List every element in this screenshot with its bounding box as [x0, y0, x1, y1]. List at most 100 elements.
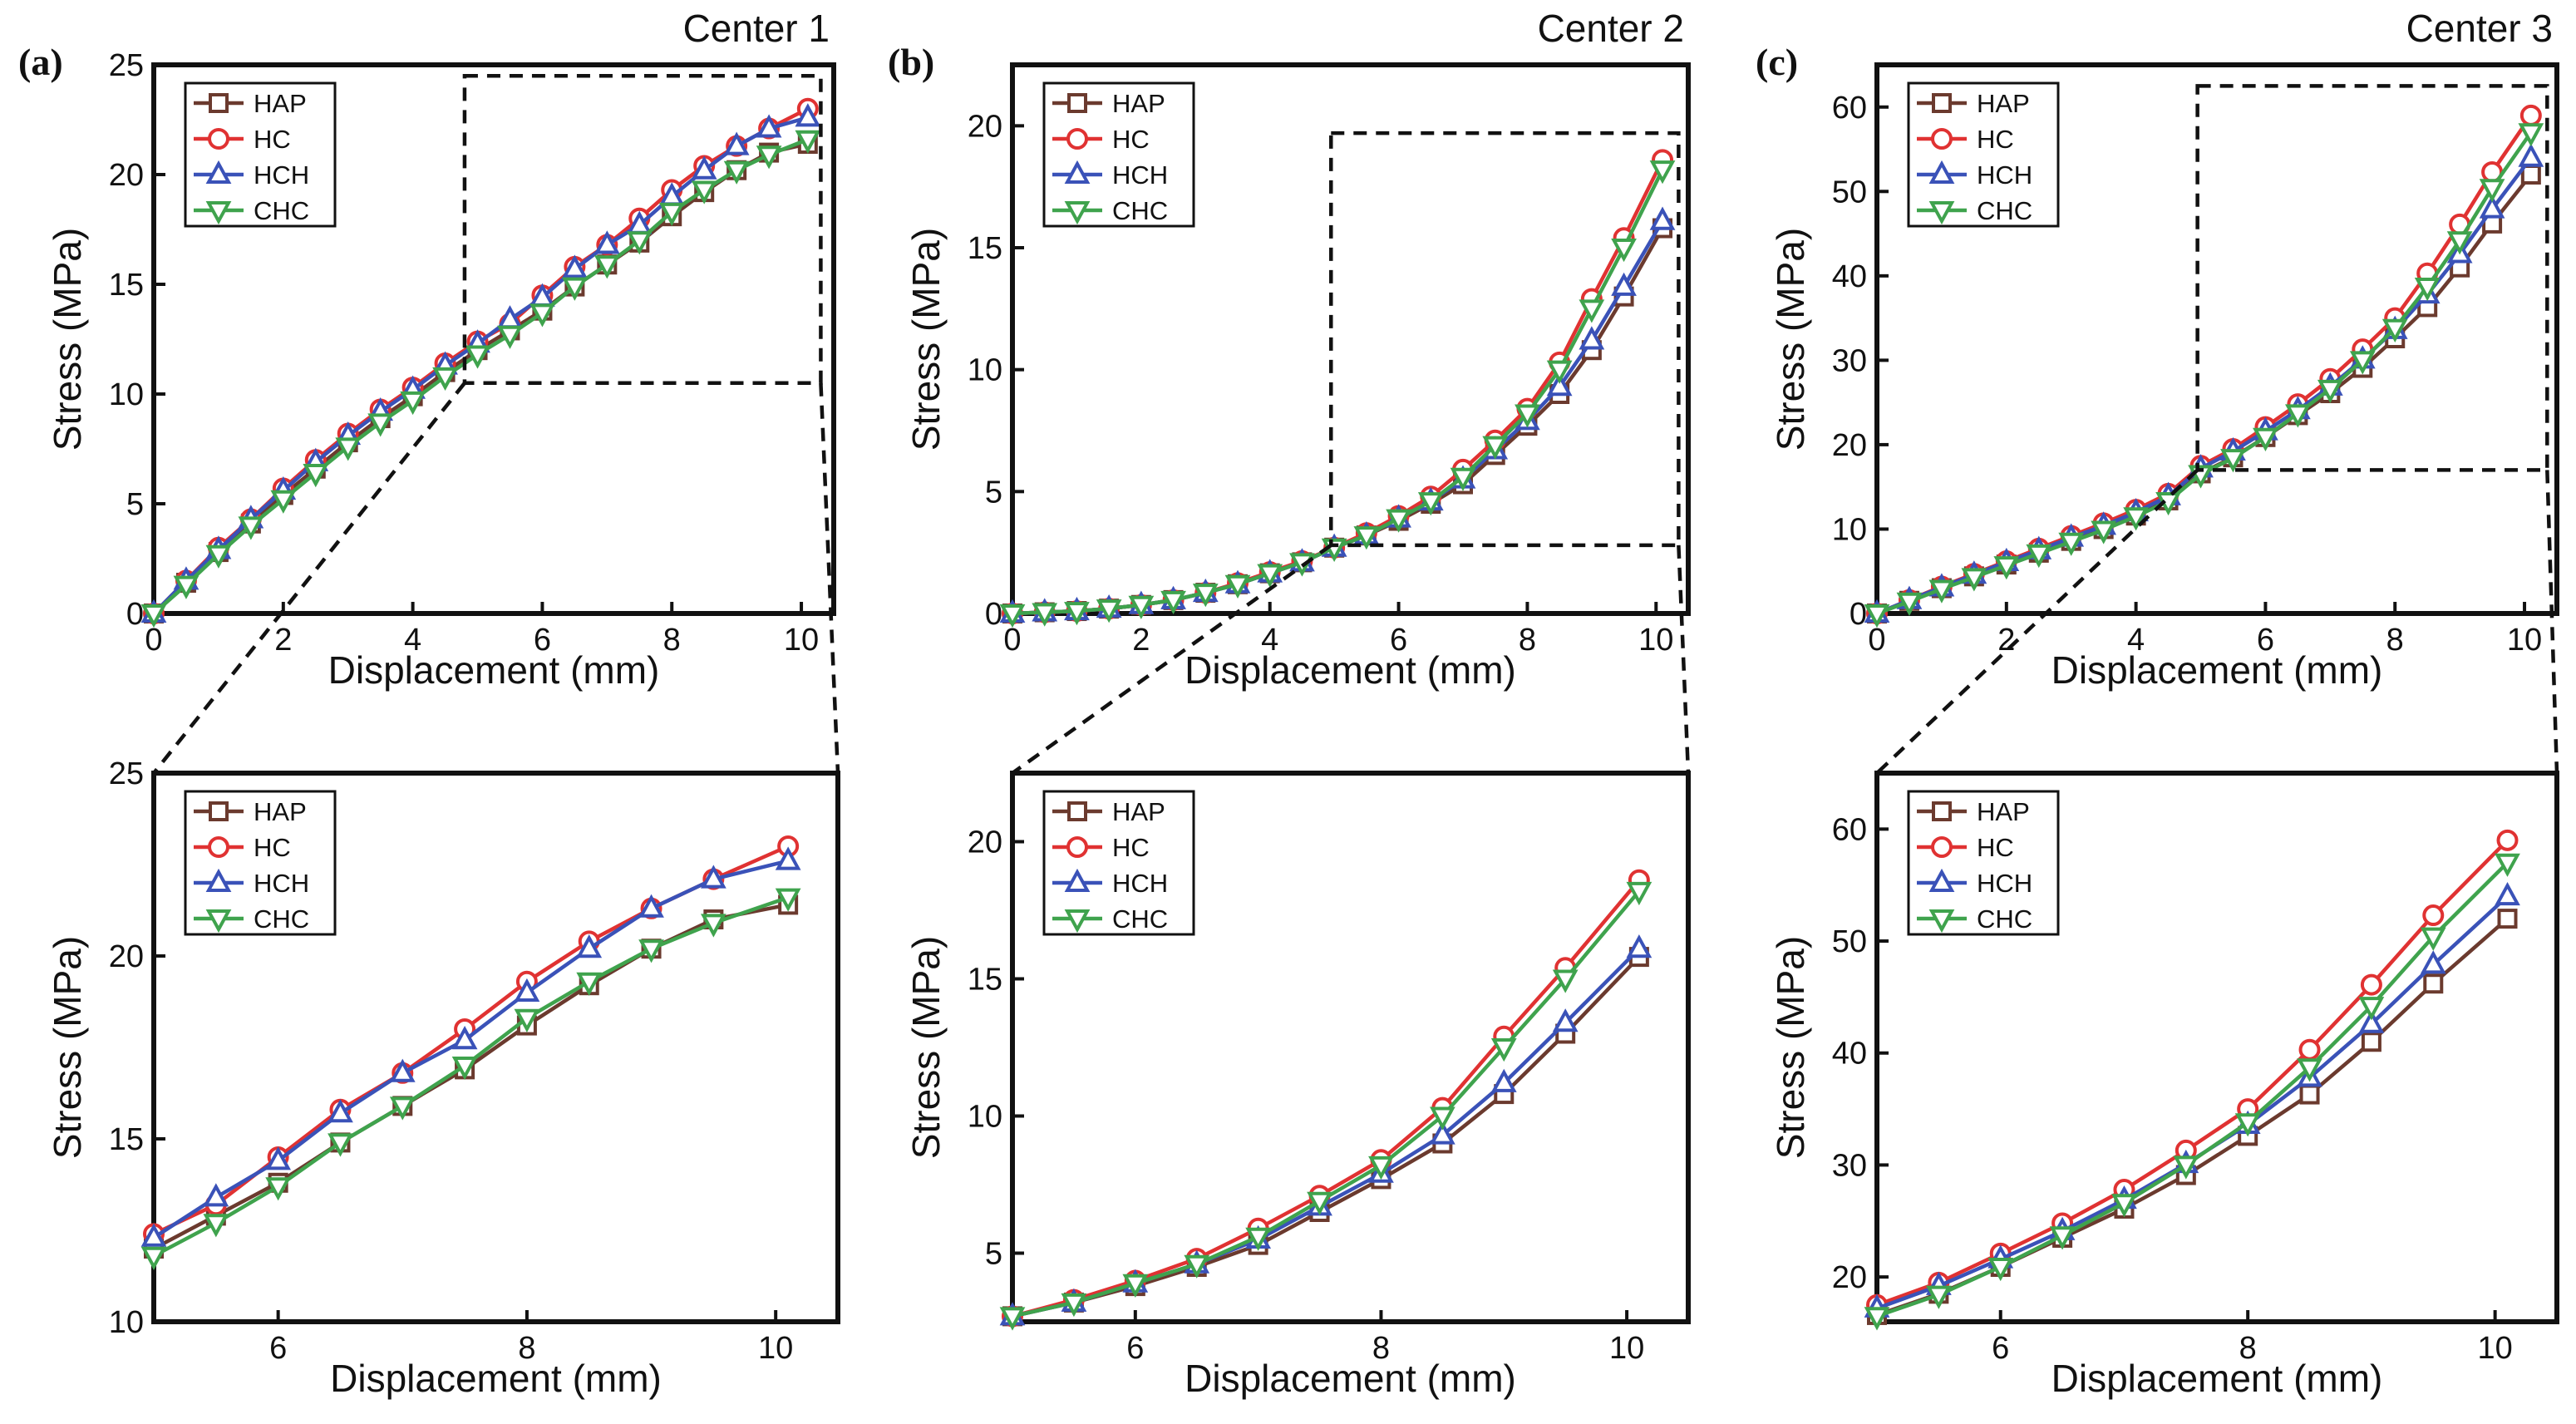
x-tick-label: 4 — [2127, 623, 2145, 658]
y-tick-label: 20 — [968, 825, 1002, 860]
x-axis-label: Displacement (mm) — [2051, 1357, 2383, 1400]
data-point-chc — [140, 1246, 167, 1270]
y-tick-label: 15 — [109, 1122, 144, 1157]
y-axis-label: Stress (MPa) — [904, 228, 948, 451]
data-point-hch — [389, 1058, 416, 1082]
legend-label-chc: CHC — [1977, 196, 2032, 225]
x-tick-label: 4 — [1261, 623, 1278, 658]
x-tick-label: 10 — [758, 1331, 793, 1366]
data-point-chc — [1552, 969, 1579, 993]
data-point-chc — [594, 255, 620, 279]
data-point-hch — [2518, 143, 2544, 167]
legend-label-hc: HC — [1112, 833, 1150, 862]
data-point-hch — [562, 254, 588, 278]
data-point-chc — [173, 575, 199, 599]
data-point-hap — [2497, 909, 2518, 929]
legend-label-hc: HC — [1977, 125, 2014, 154]
data-point-chc — [1257, 564, 1283, 588]
data-point-chc — [691, 180, 717, 204]
series-line-hap — [1012, 955, 1641, 1318]
legend-marker-hap — [209, 801, 229, 821]
x-tick-label: 8 — [518, 1331, 535, 1366]
data-point-chc — [775, 888, 801, 912]
data-point-chc — [658, 202, 685, 227]
y-tick-label: 0 — [985, 597, 1002, 632]
data-point-hap — [2423, 973, 2444, 994]
data-point-chc — [328, 1133, 353, 1157]
data-point-hch — [1649, 206, 1676, 230]
data-point-chc — [1864, 604, 1890, 628]
data-point-chc — [2253, 427, 2278, 451]
data-point-hch — [140, 1223, 167, 1247]
data-point-chc — [2381, 318, 2408, 342]
legend-label-chc: CHC — [254, 904, 309, 934]
data-point-chc — [1064, 602, 1090, 626]
data-point-chc — [723, 160, 750, 185]
data-point-chc — [2111, 1194, 2137, 1218]
data-point-chc — [140, 604, 167, 628]
data-point-chc — [1032, 603, 1058, 627]
data-point-chc — [451, 1057, 478, 1081]
legend-label-hch: HCH — [1112, 160, 1168, 190]
chart-title: Center 3 — [2406, 7, 2553, 50]
legend-marker-hch — [205, 160, 232, 184]
x-tick-label: 8 — [2239, 1331, 2257, 1366]
data-point-chc — [2358, 997, 2385, 1021]
series-hch — [140, 846, 801, 1247]
x-tick-label: 8 — [1519, 623, 1536, 658]
data-point-chc — [203, 1214, 229, 1238]
y-tick-label: 50 — [1832, 924, 1867, 959]
x-tick-label: 6 — [534, 623, 551, 658]
data-point-chc — [1925, 1285, 1952, 1309]
legend-marker-hap — [1932, 801, 1952, 821]
data-point-chc — [2479, 179, 2505, 203]
data-point-hch — [638, 894, 664, 918]
legend-marker-chc — [1928, 909, 1955, 934]
legend-label-hc: HC — [1977, 833, 2014, 862]
data-point-hc — [2298, 1038, 2321, 1061]
data-point-hch — [1626, 934, 1652, 958]
data-point-chc — [1987, 1258, 2014, 1282]
data-point-chc — [1160, 590, 1186, 615]
data-point-chc — [205, 544, 232, 569]
legend-marker-hch — [1064, 868, 1091, 892]
plot-frame — [1010, 62, 1691, 616]
data-point-chc — [2091, 520, 2117, 544]
legend-label-hc: HC — [1112, 125, 1150, 154]
legend-label-chc: CHC — [1112, 904, 1168, 934]
legend-marker-chc — [1064, 909, 1091, 934]
data-point-chc — [2049, 1226, 2076, 1250]
data-point-chc — [1353, 526, 1380, 550]
zoom-region-box — [2195, 84, 2549, 472]
legend-marker-hc — [1066, 128, 1088, 150]
data-point-chc — [1192, 584, 1219, 608]
data-point-chc — [2058, 532, 2085, 556]
data-point-chc — [270, 490, 297, 514]
x-tick-label: 10 — [1638, 623, 1673, 658]
legend-marker-hap — [1067, 93, 1087, 113]
zoom-indicator-1 — [152, 73, 840, 775]
zoom-connector-right — [819, 382, 840, 774]
zoom-region-box — [1329, 131, 1681, 548]
plot-frame — [1874, 62, 2559, 616]
plot-frame — [1874, 771, 2559, 1324]
data-point-hch — [328, 1099, 353, 1123]
y-axis-label: Stress (MPa) — [1769, 936, 1812, 1159]
y-tick-label: 0 — [126, 597, 144, 632]
panel-letter: (c) — [1756, 41, 1798, 83]
chart-panel-3: 0 2 4 6 8 10 0 10 20 30 40 50 60 Displacement (mm) Str… — [1756, 7, 2559, 692]
data-point-chc — [1429, 1106, 1455, 1131]
series-chc — [999, 160, 1676, 628]
data-point-hap — [2520, 165, 2541, 185]
x-axis-label: Displacement (mm) — [2051, 648, 2383, 692]
chart-panel-1: 0 2 4 6 8 10 0 5 10 15 20 25 Displacement (mm) Stress… — [18, 7, 836, 692]
x-tick-label: 8 — [2386, 623, 2404, 658]
x-axis-label: Displacement (mm) — [328, 648, 660, 692]
data-point-hch — [2495, 881, 2520, 906]
data-point-chc — [1224, 574, 1251, 599]
data-point-chc — [1896, 592, 1923, 616]
data-point-chc — [2349, 351, 2376, 375]
